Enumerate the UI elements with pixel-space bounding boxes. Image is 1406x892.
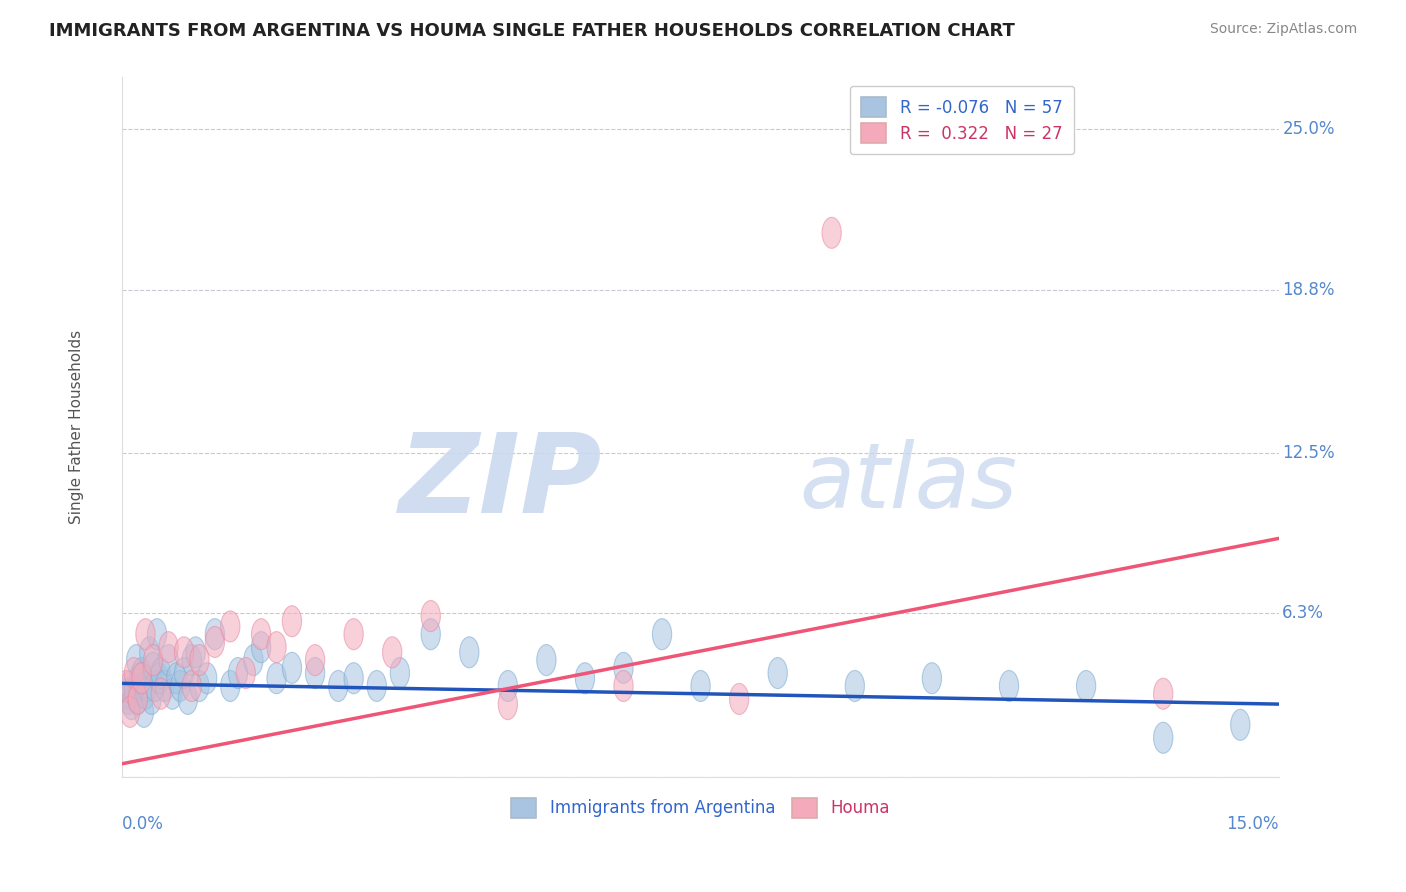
Ellipse shape bbox=[149, 663, 169, 694]
Text: atlas: atlas bbox=[799, 439, 1017, 527]
Ellipse shape bbox=[221, 671, 240, 701]
Ellipse shape bbox=[132, 657, 152, 689]
Ellipse shape bbox=[823, 218, 841, 248]
Ellipse shape bbox=[186, 637, 205, 668]
Ellipse shape bbox=[163, 678, 183, 709]
Ellipse shape bbox=[367, 671, 387, 701]
Ellipse shape bbox=[155, 671, 174, 701]
Text: 18.8%: 18.8% bbox=[1282, 281, 1334, 299]
Ellipse shape bbox=[498, 689, 517, 720]
Ellipse shape bbox=[120, 683, 138, 714]
Ellipse shape bbox=[121, 697, 139, 727]
Text: 0.0%: 0.0% bbox=[122, 815, 165, 833]
Text: 6.3%: 6.3% bbox=[1282, 605, 1324, 623]
Ellipse shape bbox=[117, 678, 136, 709]
Ellipse shape bbox=[422, 600, 440, 632]
Ellipse shape bbox=[148, 619, 167, 649]
Ellipse shape bbox=[183, 645, 201, 675]
Ellipse shape bbox=[228, 657, 247, 689]
Ellipse shape bbox=[132, 663, 152, 694]
Ellipse shape bbox=[498, 671, 517, 701]
Ellipse shape bbox=[575, 663, 595, 694]
Ellipse shape bbox=[730, 683, 749, 714]
Ellipse shape bbox=[236, 657, 256, 689]
Ellipse shape bbox=[344, 619, 363, 649]
Ellipse shape bbox=[1230, 709, 1250, 740]
Ellipse shape bbox=[124, 657, 143, 689]
Legend: Immigrants from Argentina, Houma: Immigrants from Argentina, Houma bbox=[505, 791, 897, 824]
Text: ZIP: ZIP bbox=[399, 429, 602, 536]
Ellipse shape bbox=[136, 678, 155, 709]
Ellipse shape bbox=[252, 632, 271, 663]
Ellipse shape bbox=[690, 671, 710, 701]
Ellipse shape bbox=[152, 678, 170, 709]
Ellipse shape bbox=[243, 645, 263, 675]
Ellipse shape bbox=[179, 683, 197, 714]
Ellipse shape bbox=[344, 663, 363, 694]
Ellipse shape bbox=[136, 619, 155, 649]
Ellipse shape bbox=[205, 626, 225, 657]
Ellipse shape bbox=[391, 657, 409, 689]
Ellipse shape bbox=[1153, 678, 1173, 709]
Ellipse shape bbox=[267, 632, 287, 663]
Text: IMMIGRANTS FROM ARGENTINA VS HOUMA SINGLE FATHER HOUSEHOLDS CORRELATION CHART: IMMIGRANTS FROM ARGENTINA VS HOUMA SINGL… bbox=[49, 22, 1015, 40]
Text: 15.0%: 15.0% bbox=[1226, 815, 1279, 833]
Ellipse shape bbox=[460, 637, 479, 668]
Ellipse shape bbox=[221, 611, 240, 642]
Ellipse shape bbox=[138, 671, 156, 701]
Ellipse shape bbox=[283, 606, 302, 637]
Ellipse shape bbox=[174, 637, 194, 668]
Ellipse shape bbox=[143, 645, 163, 675]
Ellipse shape bbox=[122, 689, 141, 720]
Ellipse shape bbox=[537, 645, 555, 675]
Ellipse shape bbox=[183, 671, 201, 701]
Ellipse shape bbox=[252, 619, 271, 649]
Ellipse shape bbox=[159, 632, 179, 663]
Ellipse shape bbox=[135, 697, 153, 727]
Ellipse shape bbox=[768, 657, 787, 689]
Ellipse shape bbox=[305, 645, 325, 675]
Ellipse shape bbox=[139, 637, 159, 668]
Ellipse shape bbox=[267, 663, 287, 694]
Ellipse shape bbox=[422, 619, 440, 649]
Ellipse shape bbox=[124, 675, 143, 706]
Ellipse shape bbox=[170, 671, 190, 701]
Ellipse shape bbox=[142, 683, 162, 714]
Ellipse shape bbox=[174, 657, 194, 689]
Ellipse shape bbox=[283, 652, 302, 683]
Ellipse shape bbox=[197, 663, 217, 694]
Ellipse shape bbox=[129, 663, 149, 694]
Ellipse shape bbox=[152, 657, 170, 689]
Ellipse shape bbox=[305, 657, 325, 689]
Text: 25.0%: 25.0% bbox=[1282, 120, 1334, 138]
Ellipse shape bbox=[205, 619, 225, 649]
Ellipse shape bbox=[167, 663, 186, 694]
Ellipse shape bbox=[652, 619, 672, 649]
Ellipse shape bbox=[382, 637, 402, 668]
Ellipse shape bbox=[159, 645, 179, 675]
Text: Source: ZipAtlas.com: Source: ZipAtlas.com bbox=[1209, 22, 1357, 37]
Ellipse shape bbox=[143, 652, 163, 683]
Ellipse shape bbox=[614, 671, 633, 701]
Ellipse shape bbox=[127, 645, 146, 675]
Ellipse shape bbox=[845, 671, 865, 701]
Ellipse shape bbox=[190, 645, 209, 675]
Ellipse shape bbox=[1153, 723, 1173, 754]
Ellipse shape bbox=[329, 671, 347, 701]
Text: Single Father Households: Single Father Households bbox=[69, 330, 83, 524]
Ellipse shape bbox=[190, 671, 209, 701]
Ellipse shape bbox=[1000, 671, 1018, 701]
Ellipse shape bbox=[145, 671, 165, 701]
Ellipse shape bbox=[1077, 671, 1095, 701]
Ellipse shape bbox=[128, 683, 148, 714]
Ellipse shape bbox=[614, 652, 633, 683]
Ellipse shape bbox=[117, 671, 136, 701]
Ellipse shape bbox=[121, 671, 139, 701]
Ellipse shape bbox=[922, 663, 942, 694]
Text: 12.5%: 12.5% bbox=[1282, 444, 1334, 462]
Ellipse shape bbox=[128, 683, 148, 714]
